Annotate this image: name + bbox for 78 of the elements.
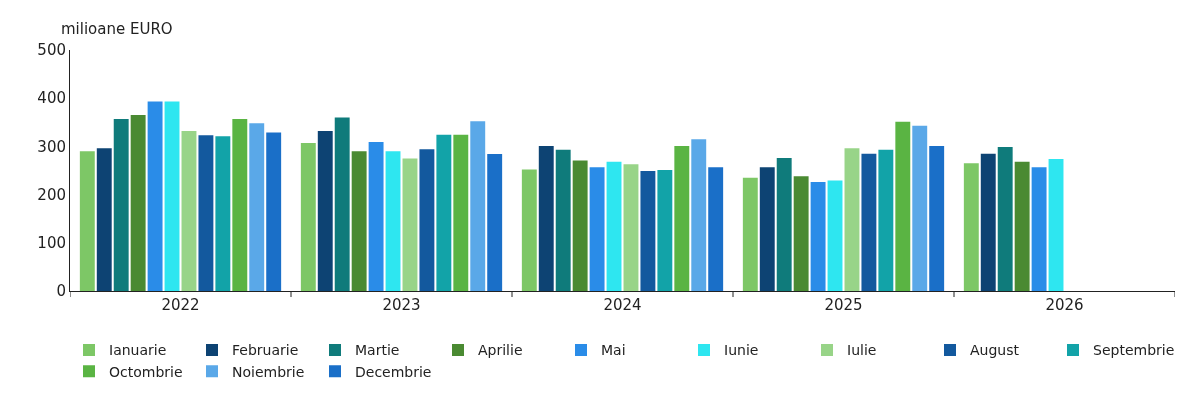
bar bbox=[708, 167, 724, 291]
x-tick-label: 2025 bbox=[824, 296, 863, 314]
bar bbox=[130, 115, 146, 291]
bar bbox=[487, 154, 503, 291]
bar bbox=[997, 146, 1013, 291]
bar bbox=[351, 151, 367, 291]
bar bbox=[640, 170, 656, 291]
bar bbox=[317, 130, 333, 291]
bar bbox=[1031, 167, 1047, 291]
legend-label: August bbox=[970, 342, 1020, 359]
bar bbox=[895, 121, 911, 291]
bar bbox=[113, 118, 129, 291]
legend-label: Octombrie bbox=[109, 363, 183, 380]
bar bbox=[963, 163, 979, 291]
y-axis-title: milioane EURO bbox=[61, 20, 173, 38]
bar bbox=[538, 145, 554, 291]
bar bbox=[572, 160, 588, 291]
bar bbox=[453, 134, 469, 291]
bar bbox=[368, 142, 384, 291]
bar bbox=[181, 130, 197, 291]
x-tick-label: 2026 bbox=[1045, 296, 1084, 314]
x-tick-label: 2024 bbox=[603, 296, 642, 314]
bar bbox=[861, 153, 877, 291]
legend-label: Decembrie bbox=[355, 363, 432, 380]
bar bbox=[198, 135, 214, 291]
bar bbox=[691, 139, 707, 291]
bar bbox=[776, 157, 792, 291]
legend-label: Iunie bbox=[724, 342, 759, 359]
bar bbox=[164, 101, 180, 291]
bar bbox=[827, 180, 843, 291]
y-tick-label: 200 bbox=[37, 185, 66, 204]
legend-label: Mai bbox=[601, 342, 626, 359]
bar bbox=[742, 177, 758, 291]
legend-label: Noiembrie bbox=[232, 363, 305, 380]
bar bbox=[300, 143, 316, 291]
x-tick-label: 2022 bbox=[161, 296, 200, 314]
bar bbox=[759, 167, 775, 291]
y-tick-label: 400 bbox=[37, 89, 66, 108]
bar bbox=[810, 182, 826, 291]
legend-label: Septembrie bbox=[1093, 342, 1175, 359]
bar bbox=[589, 167, 605, 291]
legend-label: Aprilie bbox=[478, 342, 523, 359]
bar bbox=[1048, 158, 1064, 291]
bar bbox=[215, 136, 231, 291]
bar bbox=[657, 170, 673, 291]
bar bbox=[436, 134, 452, 291]
bar bbox=[623, 164, 639, 291]
bar bbox=[555, 149, 571, 291]
y-tick-label: 100 bbox=[37, 234, 66, 253]
bar bbox=[385, 151, 401, 291]
bar bbox=[334, 117, 350, 291]
bar bbox=[266, 132, 282, 291]
bar bbox=[521, 169, 537, 291]
bar bbox=[844, 148, 860, 291]
bar bbox=[249, 123, 265, 291]
y-tick-label: 0 bbox=[56, 282, 66, 301]
legend-label: Ianuarie bbox=[109, 342, 167, 359]
bar bbox=[1014, 161, 1030, 291]
legend-label: Februarie bbox=[232, 342, 299, 359]
bar bbox=[79, 151, 95, 291]
bar bbox=[470, 121, 486, 291]
bar bbox=[980, 153, 996, 291]
y-tick-label: 500 bbox=[37, 41, 66, 60]
bar bbox=[912, 125, 928, 291]
legend-label: Iulie bbox=[847, 342, 877, 359]
bar bbox=[419, 149, 435, 291]
legend-label: Martie bbox=[355, 342, 400, 359]
bar bbox=[793, 176, 809, 291]
bar bbox=[929, 145, 945, 291]
bar bbox=[674, 145, 690, 291]
bar bbox=[232, 118, 248, 291]
bar bbox=[878, 149, 894, 291]
bar bbox=[606, 161, 622, 291]
y-tick-label: 300 bbox=[37, 137, 66, 156]
bar bbox=[147, 101, 163, 291]
x-tick-label: 2023 bbox=[382, 296, 421, 314]
bar bbox=[96, 148, 112, 291]
bar bbox=[402, 158, 418, 291]
